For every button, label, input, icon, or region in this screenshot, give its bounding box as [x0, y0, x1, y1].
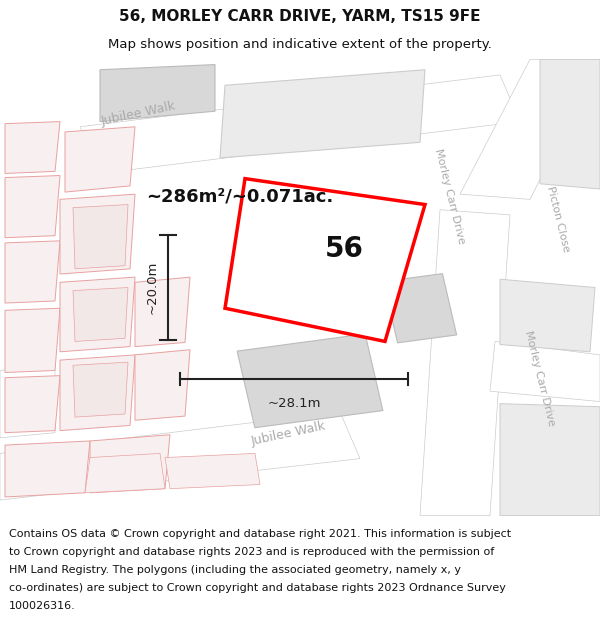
Polygon shape [225, 179, 425, 341]
Polygon shape [135, 350, 190, 420]
Text: 100026316.: 100026316. [9, 601, 76, 611]
Polygon shape [65, 127, 135, 192]
Text: Morley Carr Drive: Morley Carr Drive [433, 148, 467, 245]
Text: ~286m²/~0.071ac.: ~286m²/~0.071ac. [146, 188, 334, 205]
Polygon shape [5, 241, 60, 303]
Bar [383, 274, 457, 343]
Text: to Crown copyright and database rights 2023 and is reproduced with the permissio: to Crown copyright and database rights 2… [9, 547, 494, 557]
Polygon shape [220, 70, 425, 158]
Polygon shape [490, 341, 600, 401]
Text: Contains OS data © Crown copyright and database right 2021. This information is : Contains OS data © Crown copyright and d… [9, 529, 511, 539]
Text: Morley Carr Drive: Morley Carr Drive [523, 330, 557, 428]
Polygon shape [100, 64, 215, 122]
Polygon shape [0, 365, 55, 438]
Polygon shape [460, 59, 600, 199]
Polygon shape [5, 441, 90, 497]
Polygon shape [85, 453, 165, 493]
Text: Picton Close: Picton Close [545, 185, 571, 253]
Bar [237, 334, 383, 428]
Text: 56: 56 [325, 235, 364, 263]
Text: co-ordinates) are subject to Crown copyright and database rights 2023 Ordnance S: co-ordinates) are subject to Crown copyr… [9, 583, 506, 593]
Polygon shape [165, 453, 260, 489]
Polygon shape [60, 194, 135, 274]
Text: Jubilee Walk: Jubilee Walk [100, 100, 176, 128]
Polygon shape [500, 279, 595, 352]
Polygon shape [5, 176, 60, 238]
Text: Map shows position and indicative extent of the property.: Map shows position and indicative extent… [108, 38, 492, 51]
Bar [262, 224, 377, 309]
Text: HM Land Registry. The polygons (including the associated geometry, namely x, y: HM Land Registry. The polygons (includin… [9, 565, 461, 575]
Text: 56, MORLEY CARR DRIVE, YARM, TS15 9FE: 56, MORLEY CARR DRIVE, YARM, TS15 9FE [119, 9, 481, 24]
Polygon shape [73, 362, 128, 417]
Polygon shape [420, 210, 510, 516]
Polygon shape [60, 277, 135, 352]
Polygon shape [135, 277, 190, 347]
Polygon shape [60, 355, 135, 431]
Text: ~20.0m: ~20.0m [146, 261, 159, 314]
Polygon shape [80, 75, 520, 173]
Polygon shape [540, 59, 600, 189]
Polygon shape [0, 412, 360, 500]
Polygon shape [500, 404, 600, 516]
Text: ~28.1m: ~28.1m [267, 397, 321, 410]
Polygon shape [90, 435, 170, 492]
Polygon shape [5, 308, 60, 372]
Polygon shape [5, 122, 60, 173]
Polygon shape [5, 376, 60, 432]
Text: Jubilee Walk: Jubilee Walk [250, 419, 326, 447]
Polygon shape [73, 204, 128, 269]
Polygon shape [73, 288, 128, 341]
